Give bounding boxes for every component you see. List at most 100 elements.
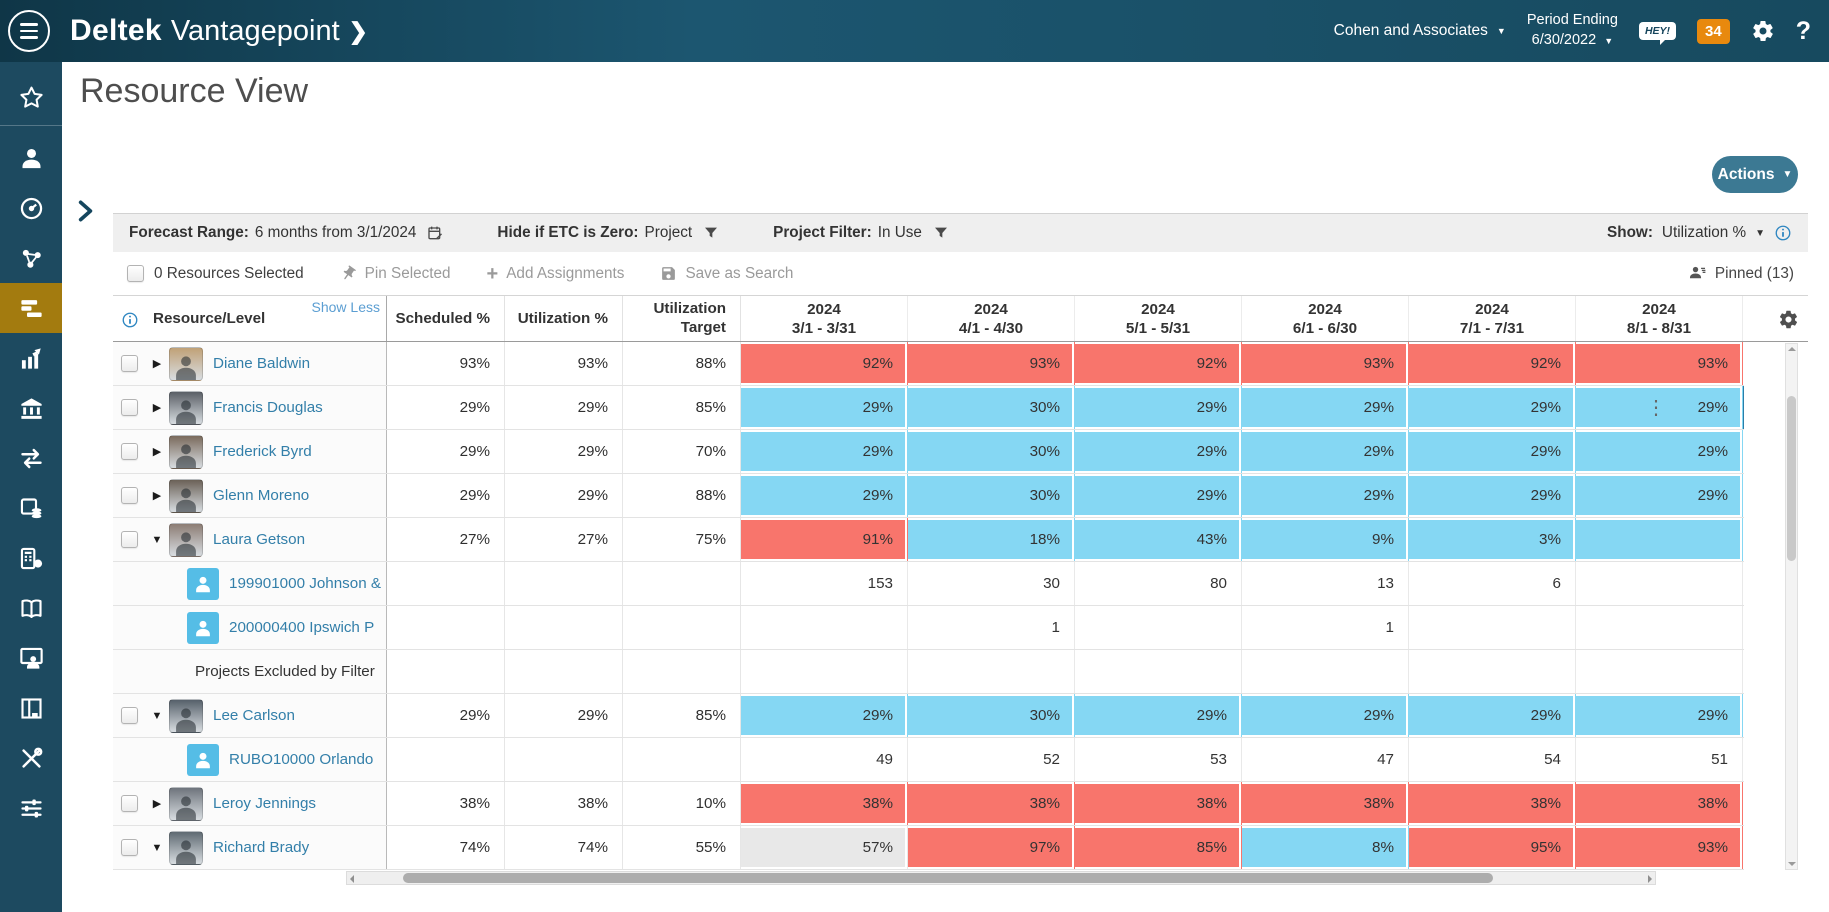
- analytics-icon: [18, 345, 45, 372]
- table-row[interactable]: ▼ Lee Carlson 29% 29% 85% 29% 30% 29% 29% 29%…: [113, 694, 1744, 738]
- sidebar-item-transactions[interactable]: [0, 433, 62, 483]
- firm-icon: [18, 395, 45, 422]
- sidebar-item-analytics[interactable]: [0, 333, 62, 383]
- resource-name-link[interactable]: Laura Getson: [213, 531, 306, 548]
- chevron-down-icon: ▼: [1496, 26, 1506, 36]
- funnel-filter-icon[interactable]: [933, 225, 949, 241]
- table-row[interactable]: Projects Excluded by Filter: [113, 650, 1744, 694]
- sidebar-item-favorites[interactable]: [0, 72, 62, 122]
- horizontal-scrollbar-thumb[interactable]: [403, 873, 1493, 883]
- month-value-cell: 80: [1075, 562, 1242, 605]
- collapse-row-icon[interactable]: ▼: [151, 709, 163, 722]
- table-row[interactable]: ▶ Diane Baldwin 93% 93% 88% 92% 93% 92% 93% 9…: [113, 342, 1744, 386]
- pin-selected-button[interactable]: Pin Selected: [340, 265, 451, 283]
- period-ending-selector[interactable]: Period Ending 6/30/2022 ▼: [1527, 11, 1618, 50]
- help-icon[interactable]: ?: [1795, 16, 1811, 45]
- sidebar-item-board[interactable]: [0, 683, 62, 733]
- select-all-checkbox[interactable]: [127, 265, 144, 282]
- table-row[interactable]: ▶ Glenn Moreno 29% 29% 88% 29% 30% 29% 29% 29…: [113, 474, 1744, 518]
- info-icon[interactable]: [1774, 224, 1792, 242]
- info-icon[interactable]: [121, 311, 139, 329]
- project-name-link[interactable]: 199901000 Johnson &: [229, 575, 382, 592]
- project-name-link[interactable]: 200000400 Ipswich P: [229, 619, 375, 636]
- actions-button[interactable]: Actions ▼: [1712, 156, 1798, 193]
- scroll-down-icon[interactable]: [1788, 862, 1796, 866]
- sidebar-item-utilities[interactable]: [0, 733, 62, 783]
- forecast-range-filter[interactable]: Forecast Range: 6 months from 3/1/2024: [129, 224, 443, 242]
- collapse-row-icon[interactable]: ▼: [151, 533, 163, 546]
- resource-name-link[interactable]: Diane Baldwin: [213, 355, 311, 372]
- table-row[interactable]: ▶ Leroy Jennings 38% 38% 10% 38% 38% 38% 38%…: [113, 782, 1744, 826]
- sidebar-item-mentoring[interactable]: [0, 633, 62, 683]
- hide-etc-filter[interactable]: Hide if ETC is Zero: Project: [497, 224, 719, 242]
- horizontal-scrollbar[interactable]: [346, 871, 1656, 885]
- sidebar-item-dashboard[interactable]: [0, 183, 62, 233]
- project-name-link[interactable]: RUBO10000 Orlando: [229, 751, 374, 768]
- resource-name-link[interactable]: Francis Douglas: [213, 399, 323, 416]
- table-row[interactable]: RUBO10000 Orlando 49 52 53 47 54 51: [113, 738, 1744, 782]
- sidebar-item-resource-planning[interactable]: [0, 283, 62, 333]
- month-value-cell: 92%: [741, 342, 908, 385]
- hamburger-menu-icon[interactable]: [8, 10, 50, 52]
- table-row[interactable]: 199901000 Johnson & 153 30 80 13 6: [113, 562, 1744, 606]
- table-row[interactable]: ▼ Richard Brady 74% 74% 55% 57% 97% 85% 8% 95…: [113, 826, 1744, 870]
- show-less-link[interactable]: Show Less: [311, 299, 380, 315]
- pinned-button[interactable]: Pinned (13): [1688, 264, 1794, 283]
- company-selector[interactable]: Cohen and Associates ▼: [1334, 22, 1506, 40]
- sidebar-item-cash-management[interactable]: [0, 483, 62, 533]
- sidebar-item-collaboration[interactable]: [0, 233, 62, 283]
- table-row[interactable]: ▶ Francis Douglas 29% 29% 85% 29% 30% 29% 29…: [113, 386, 1744, 430]
- show-selector[interactable]: Show: Utilization % ▼: [1607, 224, 1792, 242]
- utilization-pct-cell: 27%: [505, 518, 623, 561]
- scroll-left-icon[interactable]: [350, 875, 354, 883]
- scroll-right-icon[interactable]: [1648, 875, 1652, 883]
- collapse-row-icon[interactable]: ▼: [151, 841, 163, 854]
- gear-icon[interactable]: [1751, 19, 1775, 43]
- project-filter[interactable]: Project Filter: In Use: [773, 224, 949, 242]
- expand-row-icon[interactable]: ▶: [152, 446, 162, 458]
- row-checkbox[interactable]: [120, 839, 138, 856]
- sidebar-item-ledger-book[interactable]: [0, 583, 62, 633]
- sidebar-item-settings[interactable]: [0, 783, 62, 833]
- expand-row-icon[interactable]: ▶: [152, 402, 162, 414]
- table-row[interactable]: ▼ Laura Getson 27% 27% 75% 91% 18% 43% 9% 3%: [113, 518, 1744, 562]
- sidebar-item-employees[interactable]: [0, 133, 62, 183]
- calendar-edit-icon[interactable]: [427, 225, 443, 241]
- add-assignments-button[interactable]: + Add Assignments: [487, 264, 625, 284]
- grid-settings-gear-icon[interactable]: [1778, 309, 1799, 330]
- vertical-scrollbar[interactable]: [1785, 343, 1798, 870]
- funnel-filter-icon[interactable]: [703, 225, 719, 241]
- resource-name-link[interactable]: Glenn Moreno: [213, 487, 310, 504]
- table-row[interactable]: ▶ Frederick Byrd 29% 29% 70% 29% 30% 29% 29%…: [113, 430, 1744, 474]
- expand-row-icon[interactable]: ▶: [152, 798, 162, 810]
- resource-name-link[interactable]: Frederick Byrd: [213, 443, 312, 460]
- sidebar-item-firm[interactable]: [0, 383, 62, 433]
- expand-panel-icon[interactable]: [72, 198, 98, 228]
- scroll-up-icon[interactable]: [1788, 347, 1796, 351]
- save-as-search-button[interactable]: Save as Search: [660, 265, 793, 283]
- table-row[interactable]: 200000400 Ipswich P 1 1: [113, 606, 1744, 650]
- expand-row-icon[interactable]: ▶: [152, 358, 162, 370]
- sidebar-item-billing[interactable]: [0, 533, 62, 583]
- month-value-cell: 93%: [908, 342, 1075, 385]
- row-checkbox[interactable]: [120, 795, 138, 812]
- resource-name-link[interactable]: Lee Carlson: [213, 707, 295, 724]
- row-checkbox[interactable]: [120, 355, 138, 372]
- utilization-pct-cell: [505, 606, 623, 649]
- excluded-projects-label: Projects Excluded by Filter: [195, 663, 375, 680]
- pinned-count-label: Pinned (13): [1714, 264, 1794, 282]
- row-checkbox[interactable]: [120, 443, 138, 460]
- chat-notifications-icon[interactable]: HEY!: [1638, 22, 1677, 45]
- resource-name-link[interactable]: Richard Brady: [213, 839, 310, 856]
- row-checkbox[interactable]: [120, 399, 138, 416]
- row-checkbox[interactable]: [120, 707, 138, 724]
- scheduled-pct-cell: [387, 606, 505, 649]
- row-checkbox[interactable]: [120, 487, 138, 504]
- notification-count-badge[interactable]: 34: [1697, 18, 1730, 44]
- row-checkbox[interactable]: [120, 531, 138, 548]
- brand-vantagepoint: Vantagepoint: [170, 15, 340, 47]
- vertical-scrollbar-thumb[interactable]: [1787, 396, 1796, 561]
- row-menu-kebab-icon[interactable]: ⋮: [1646, 397, 1666, 419]
- resource-name-link[interactable]: Leroy Jennings: [213, 795, 317, 812]
- expand-row-icon[interactable]: ▶: [152, 490, 162, 502]
